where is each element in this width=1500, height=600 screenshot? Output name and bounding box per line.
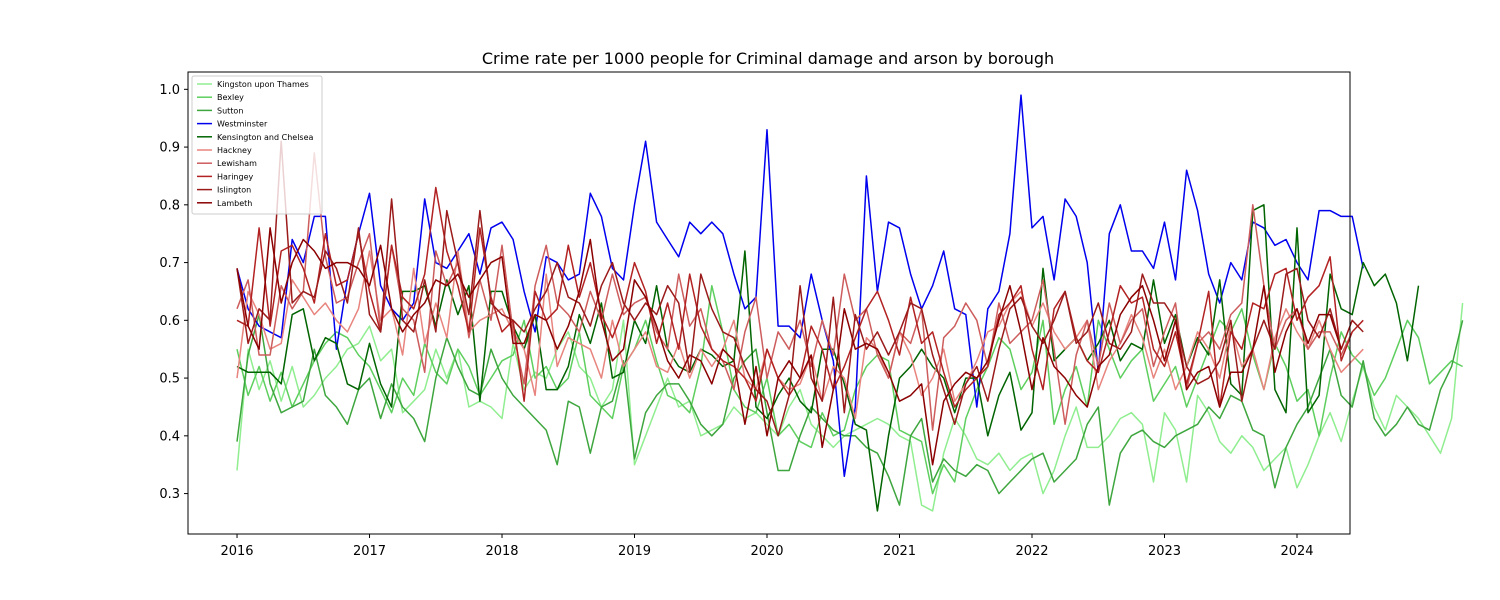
x-tick-label: 2016 xyxy=(220,544,253,559)
series-line-westminster xyxy=(236,94,1364,478)
x-tick-label: 2018 xyxy=(485,544,518,559)
plot-frame xyxy=(187,71,1351,535)
legend-label: Westminster xyxy=(217,120,268,129)
x-tick-label: 2017 xyxy=(353,544,386,559)
y-tick-label: 0.6 xyxy=(159,314,180,329)
y-tick-label: 0.8 xyxy=(159,198,180,213)
y-tick-label: 0.9 xyxy=(159,141,180,156)
y-tick-label: 1.0 xyxy=(159,83,180,98)
y-tick-label: 0.5 xyxy=(159,372,180,387)
legend-box xyxy=(191,75,323,215)
x-tick-label: 2024 xyxy=(1280,544,1313,559)
x-tick-label: 2023 xyxy=(1148,544,1181,559)
x-tick-label: 2021 xyxy=(883,544,916,559)
legend-label: Lewisham xyxy=(217,159,257,168)
series-line-sutton xyxy=(236,313,1464,506)
chart-title: Crime rate per 1000 people for Criminal … xyxy=(482,49,1054,68)
series-line-kensington-and-chelsea xyxy=(236,204,1420,512)
y-tick-label: 0.3 xyxy=(159,487,180,502)
series-line-lambeth xyxy=(236,227,1342,466)
legend-label: Bexley xyxy=(217,93,244,102)
x-tick-label: 2019 xyxy=(618,544,651,559)
x-tick-label: 2022 xyxy=(1015,544,1048,559)
series-line-bexley xyxy=(236,284,1463,495)
series-layer xyxy=(236,94,1464,512)
legend-label: Sutton xyxy=(217,106,243,115)
axes-layer: 2016 2017 2018 2019 2020 2021 2022 2023 2024 0.3 0… xyxy=(159,71,1351,559)
legend-label: Kingston upon Thames xyxy=(217,80,309,89)
x-tick-label: 2020 xyxy=(750,544,783,559)
series-line-haringey xyxy=(236,186,1364,408)
legend-label: Hackney xyxy=(217,146,252,155)
legend: Kingston upon Thames Bexley Sutton Westmins… xyxy=(191,75,323,215)
legend-label: Islington xyxy=(217,186,251,195)
y-tick-label: 0.4 xyxy=(159,429,180,444)
legend-label: Kensington and Chelsea xyxy=(217,133,314,142)
y-tick-label: 0.7 xyxy=(159,256,180,271)
series-line-hackney xyxy=(236,250,1364,420)
legend-label: Lambeth xyxy=(217,199,252,208)
legend-label: Haringey xyxy=(217,172,254,181)
series-line-kingston-upon-thames xyxy=(236,302,1464,512)
